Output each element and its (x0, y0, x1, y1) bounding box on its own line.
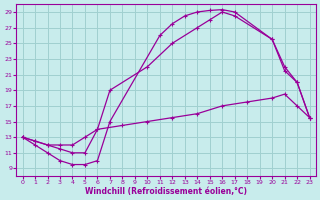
X-axis label: Windchill (Refroidissement éolien,°C): Windchill (Refroidissement éolien,°C) (85, 187, 247, 196)
